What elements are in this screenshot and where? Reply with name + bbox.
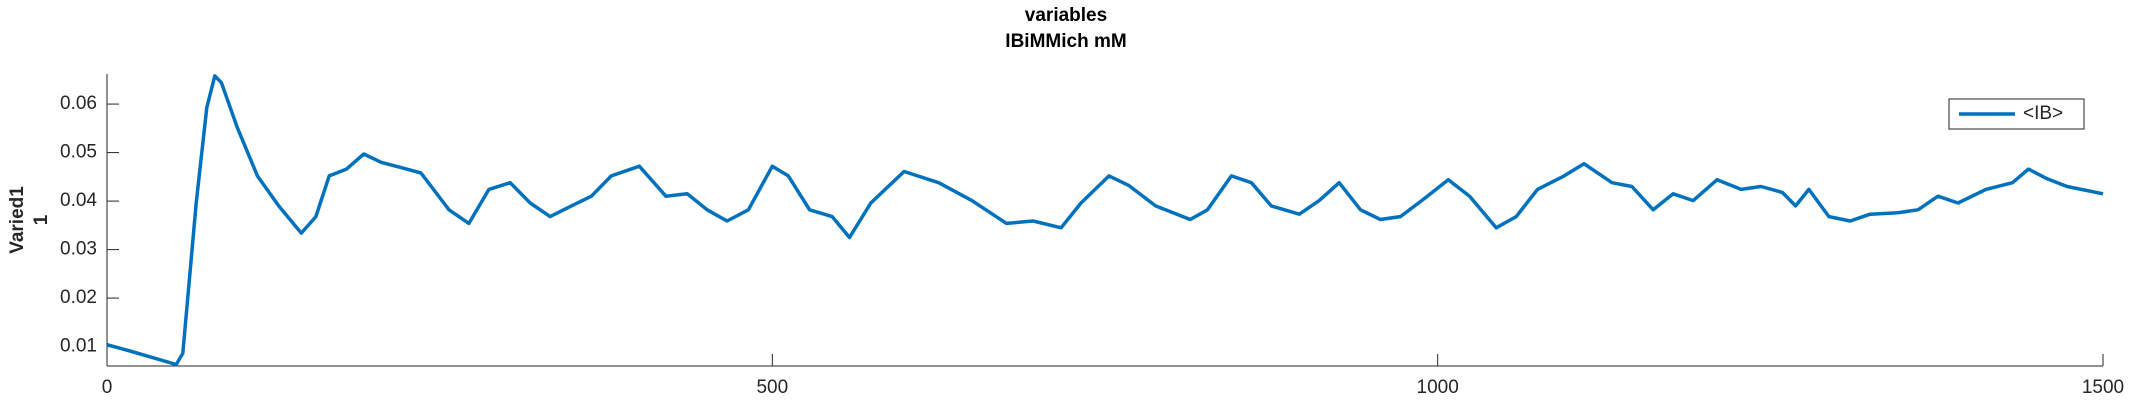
y-tick-label: 0.02 bbox=[60, 287, 97, 308]
chart-subtitle: IBiMMich mM bbox=[1005, 31, 1126, 52]
chart-title: variables bbox=[1025, 5, 1107, 26]
y-tick-label: 0.06 bbox=[60, 93, 97, 114]
y-axis-label: 1 bbox=[31, 214, 52, 225]
x-tick-label: 1000 bbox=[1417, 377, 1459, 398]
y-tick-label: 0.01 bbox=[60, 336, 97, 357]
x-tick-label: 1500 bbox=[2082, 377, 2124, 398]
x-tick-label: 500 bbox=[756, 377, 788, 398]
y-tick-label: 0.03 bbox=[60, 239, 97, 260]
y-tick-label: 0.05 bbox=[60, 142, 97, 163]
x-tick-label: 0 bbox=[102, 377, 113, 398]
legend-label: <IB> bbox=[2023, 103, 2063, 124]
y-axis-label: Varied1 bbox=[7, 186, 28, 254]
y-tick-label: 0.04 bbox=[60, 190, 97, 211]
data-line bbox=[106, 74, 2104, 367]
